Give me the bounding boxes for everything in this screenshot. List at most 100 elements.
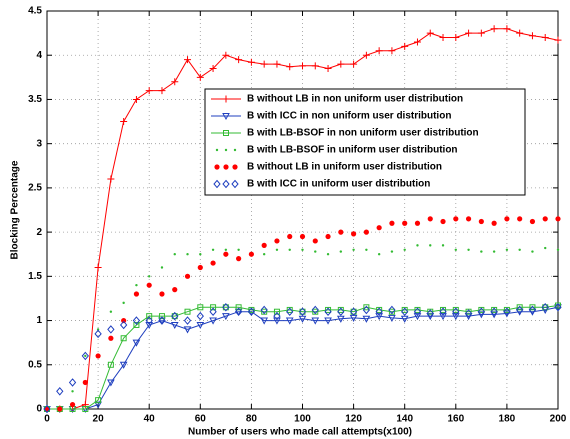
y-tick-label: 0 xyxy=(36,404,42,415)
marker xyxy=(388,305,396,315)
marker xyxy=(339,250,343,253)
marker xyxy=(314,250,317,253)
legend-box xyxy=(204,88,526,196)
marker xyxy=(273,317,281,325)
marker xyxy=(135,283,138,287)
marker xyxy=(274,238,280,244)
y-axis-label: Blocking Percentage xyxy=(10,160,21,259)
marker xyxy=(57,406,63,412)
marker xyxy=(209,317,217,325)
x-tick-label: 0 xyxy=(44,414,50,425)
marker xyxy=(401,307,409,316)
marker xyxy=(429,244,432,247)
marker xyxy=(352,248,355,251)
marker xyxy=(122,301,125,305)
marker xyxy=(186,253,189,256)
marker xyxy=(222,95,230,103)
marker xyxy=(261,242,267,248)
marker xyxy=(312,238,318,244)
marker xyxy=(311,317,320,325)
marker xyxy=(555,216,561,222)
y-tick-label: 3 xyxy=(36,138,42,149)
x-tick-label: 20 xyxy=(93,414,105,425)
marker xyxy=(554,36,562,44)
marker xyxy=(556,248,560,251)
marker xyxy=(94,263,102,271)
marker xyxy=(427,308,434,315)
marker xyxy=(403,248,406,251)
marker xyxy=(81,351,89,361)
marker xyxy=(349,307,358,316)
marker xyxy=(504,216,510,222)
marker xyxy=(491,220,497,226)
marker xyxy=(362,305,371,315)
plot-frame xyxy=(46,10,559,410)
marker xyxy=(286,63,294,71)
marker xyxy=(199,253,202,256)
marker xyxy=(518,248,521,251)
marker xyxy=(388,308,395,315)
marker xyxy=(362,51,370,59)
marker xyxy=(451,313,460,321)
marker xyxy=(96,328,100,331)
marker xyxy=(375,313,383,321)
marker xyxy=(262,253,266,256)
marker xyxy=(464,309,473,318)
x-tick-label: 80 xyxy=(246,414,258,425)
marker xyxy=(376,306,383,313)
marker xyxy=(215,148,219,152)
marker xyxy=(158,87,166,95)
marker xyxy=(231,179,239,189)
marker xyxy=(285,317,294,325)
marker xyxy=(172,287,178,293)
marker xyxy=(94,401,102,409)
x-tick-label: 40 xyxy=(144,414,156,425)
y-tick-label: 4 xyxy=(36,50,42,61)
marker xyxy=(159,291,165,297)
marker xyxy=(107,325,115,334)
marker xyxy=(68,378,77,387)
marker xyxy=(224,148,228,152)
y-tick-label: 1 xyxy=(36,315,42,326)
marker xyxy=(222,113,230,121)
marker xyxy=(260,305,268,315)
marker xyxy=(375,47,383,55)
x-tick-label: 120 xyxy=(345,414,362,425)
marker xyxy=(324,317,332,325)
marker xyxy=(531,250,534,253)
marker xyxy=(286,306,293,313)
marker xyxy=(119,320,128,330)
marker xyxy=(336,315,345,323)
marker xyxy=(465,29,473,37)
marker xyxy=(413,307,422,316)
x-tick-label: 200 xyxy=(550,414,567,425)
series-line xyxy=(47,305,559,410)
marker xyxy=(82,379,88,386)
marker xyxy=(146,282,152,288)
marker xyxy=(325,306,332,313)
marker xyxy=(427,216,433,222)
marker xyxy=(211,248,215,251)
marker xyxy=(184,273,191,279)
marker xyxy=(148,275,151,278)
marker xyxy=(95,397,102,404)
marker xyxy=(326,253,330,256)
marker xyxy=(311,62,319,70)
marker xyxy=(337,60,345,68)
marker xyxy=(529,304,536,311)
marker xyxy=(517,216,523,222)
legend-label: B with ICC in non uniform user distribut… xyxy=(247,111,451,122)
marker xyxy=(414,220,421,226)
marker xyxy=(145,321,154,330)
marker xyxy=(414,306,421,313)
marker xyxy=(324,64,332,72)
marker xyxy=(120,118,128,126)
marker xyxy=(402,220,408,226)
x-tick-label: 100 xyxy=(294,414,311,425)
marker xyxy=(465,216,472,222)
marker xyxy=(426,313,435,321)
x-tick-label: 160 xyxy=(447,414,464,425)
marker xyxy=(170,321,179,330)
marker xyxy=(416,244,419,247)
